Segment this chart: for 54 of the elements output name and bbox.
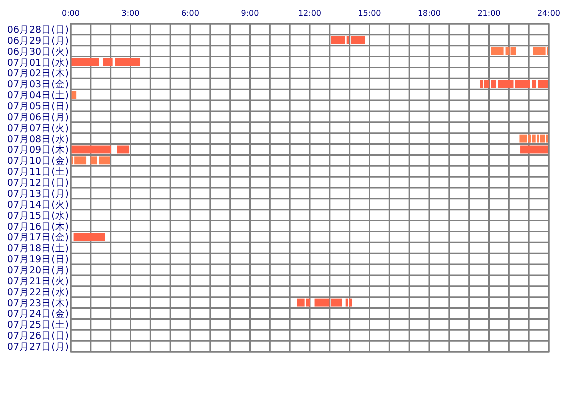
x-tick-label: 24:00 bbox=[537, 9, 561, 18]
y-tick-label: 07月10日(金) bbox=[7, 155, 69, 168]
bar bbox=[99, 156, 110, 165]
bar bbox=[331, 36, 346, 44]
x-tick-label: 21:00 bbox=[478, 9, 501, 18]
y-tick-label: 06月29日(月) bbox=[7, 36, 69, 47]
bar bbox=[491, 80, 496, 88]
bar bbox=[484, 80, 490, 88]
x-tick-label: 0:00 bbox=[62, 9, 80, 18]
y-tick-label: 07月17日(金) bbox=[7, 232, 69, 244]
y-tick-label: 06月30日(火) bbox=[7, 46, 69, 58]
y-tick-label: 06月28日(日) bbox=[7, 24, 69, 36]
y-tick-label: 07月14日(火) bbox=[7, 198, 69, 211]
y-tick-label: 07月16日(木) bbox=[7, 220, 69, 233]
y-tick-label: 07月27日(月) bbox=[7, 342, 69, 354]
bar bbox=[103, 58, 113, 66]
bar bbox=[72, 146, 112, 154]
y-tick-label: 07月07日(火) bbox=[7, 122, 69, 134]
y-tick-label: 07月02日(木) bbox=[7, 68, 69, 80]
bar bbox=[115, 58, 141, 66]
x-tick-label: 3:00 bbox=[122, 9, 140, 18]
x-tick-label: 9:00 bbox=[241, 9, 260, 18]
bar bbox=[349, 298, 352, 307]
y-tick-label: 07月05日(日) bbox=[7, 102, 69, 112]
bar bbox=[351, 36, 366, 44]
y-tick-label: 07月21日(火) bbox=[7, 275, 69, 288]
bar bbox=[117, 146, 130, 154]
y-tick-label: 07月11日(土) bbox=[7, 166, 69, 178]
y-tick-label: 07月23日(木) bbox=[7, 297, 69, 310]
y-tick-label: 07月24日(金) bbox=[7, 308, 69, 320]
x-tick-label: 18:00 bbox=[418, 9, 442, 18]
y-tick-label: 07月04日(土) bbox=[7, 90, 69, 102]
y-tick-label: 07月19日(日) bbox=[7, 254, 69, 266]
y-tick-label: 07月06日(月) bbox=[7, 112, 69, 124]
y-tick-label: 07月25日(土) bbox=[7, 319, 69, 332]
y-tick-label: 07月03日(金) bbox=[7, 78, 69, 91]
y-tick-label: 07月18日(土) bbox=[7, 242, 69, 255]
x-tick-label: 6:00 bbox=[182, 9, 200, 18]
bar bbox=[74, 233, 106, 242]
x-tick-label: 15:00 bbox=[358, 9, 382, 18]
y-tick-label: 07月01日(水) bbox=[7, 56, 69, 69]
bar bbox=[533, 47, 546, 56]
y-tick-label: 07月15日(水) bbox=[7, 210, 69, 222]
bar bbox=[520, 146, 549, 154]
x-tick-label: 12:00 bbox=[298, 9, 322, 18]
y-tick-label: 07月09日(木) bbox=[7, 144, 69, 156]
bar bbox=[538, 80, 549, 88]
bar bbox=[71, 58, 100, 66]
y-tick-label: 07月13日(月) bbox=[7, 188, 69, 200]
y-tick-label: 07月12日(日) bbox=[7, 178, 69, 190]
y-tick-label: 07月20日(月) bbox=[7, 266, 69, 276]
y-tick-label: 07月22日(水) bbox=[7, 286, 69, 298]
y-tick-label: 07月08日(水) bbox=[7, 133, 69, 146]
y-tick-label: 07月26日(日) bbox=[7, 331, 69, 342]
